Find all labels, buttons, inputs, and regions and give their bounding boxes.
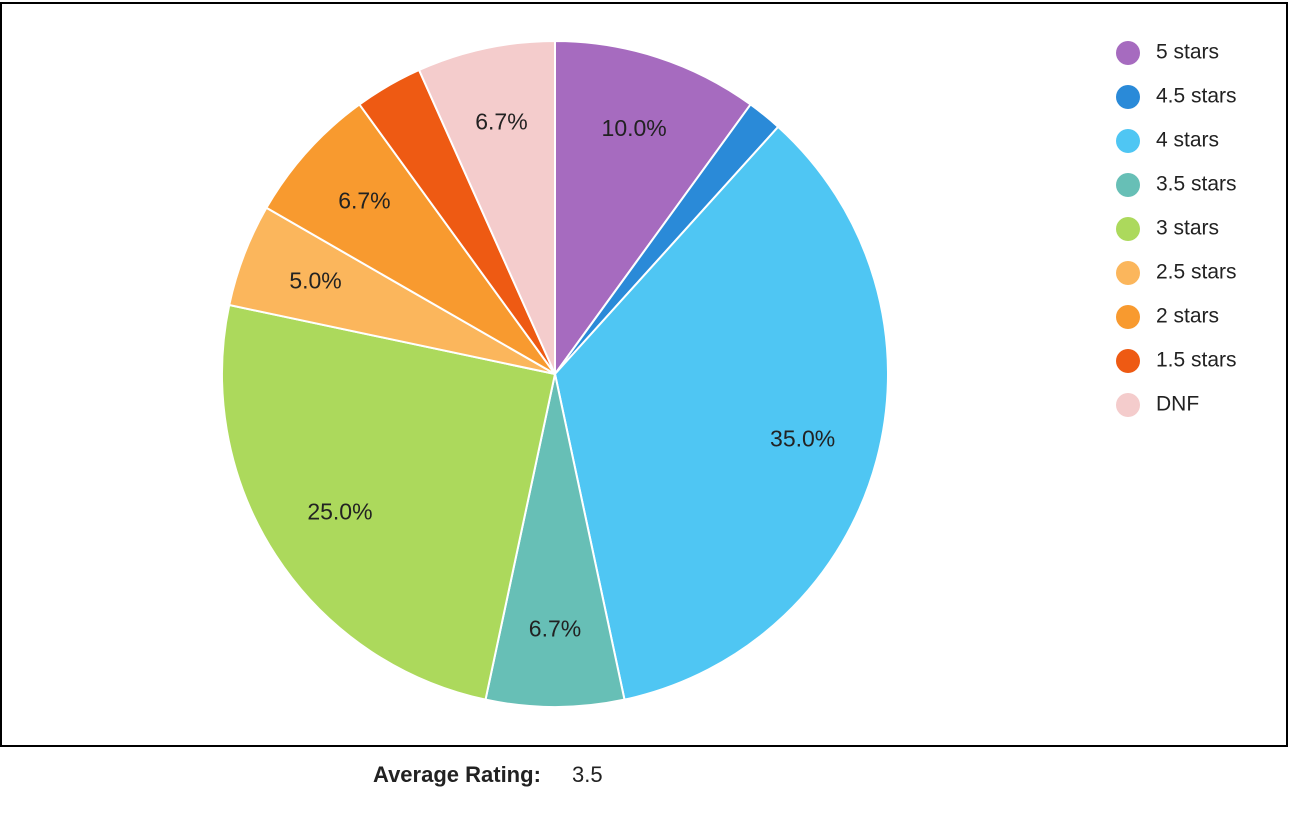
legend-label: 4.5 stars [1156, 85, 1237, 108]
summary-value: 3.5 [572, 762, 603, 787]
value-label: 5.0% [289, 267, 341, 293]
legend-swatch [1116, 349, 1140, 373]
pie-slice [265, 103, 556, 375]
legend-swatch [1116, 173, 1140, 197]
value-label: 10.0% [602, 115, 667, 141]
legend-swatch [1116, 129, 1140, 153]
legend-swatch [1116, 305, 1140, 329]
legend-label: 2.5 stars [1156, 261, 1237, 284]
legend-swatch [1116, 217, 1140, 241]
legend-label: 3.5 stars [1156, 173, 1237, 196]
value-label: 6.7% [338, 188, 390, 214]
pie-slice [553, 125, 889, 701]
legend-swatch [1116, 41, 1140, 65]
legend-label: 2 stars [1156, 305, 1219, 328]
summary-label: Average Rating: [373, 762, 541, 787]
value-label: 6.7% [529, 615, 581, 641]
legend-label: 5 stars [1156, 41, 1219, 64]
value-label: 25.0% [307, 499, 372, 525]
pie: 10.0% 35.0% 6.7% 25.0% 5.0% 6.7% 6.7% [221, 39, 889, 708]
legend-label: 1.5 stars [1156, 349, 1237, 372]
pie-slice [221, 303, 557, 701]
legend-swatch [1116, 393, 1140, 417]
value-label: 35.0% [770, 426, 835, 452]
legend-swatch [1116, 85, 1140, 109]
legend: 5 stars 4.5 stars 4 stars 3.5 stars 3 stars 2… [1116, 41, 1237, 417]
legend-label: DNF [1156, 393, 1199, 416]
pie-slice [484, 373, 626, 708]
pie-slice [554, 39, 752, 378]
legend-label: 3 stars [1156, 217, 1219, 240]
pie-slice [417, 39, 556, 375]
legend-label: 4 stars [1156, 129, 1219, 152]
value-label: 6.7% [475, 108, 527, 134]
legend-swatch [1116, 261, 1140, 285]
